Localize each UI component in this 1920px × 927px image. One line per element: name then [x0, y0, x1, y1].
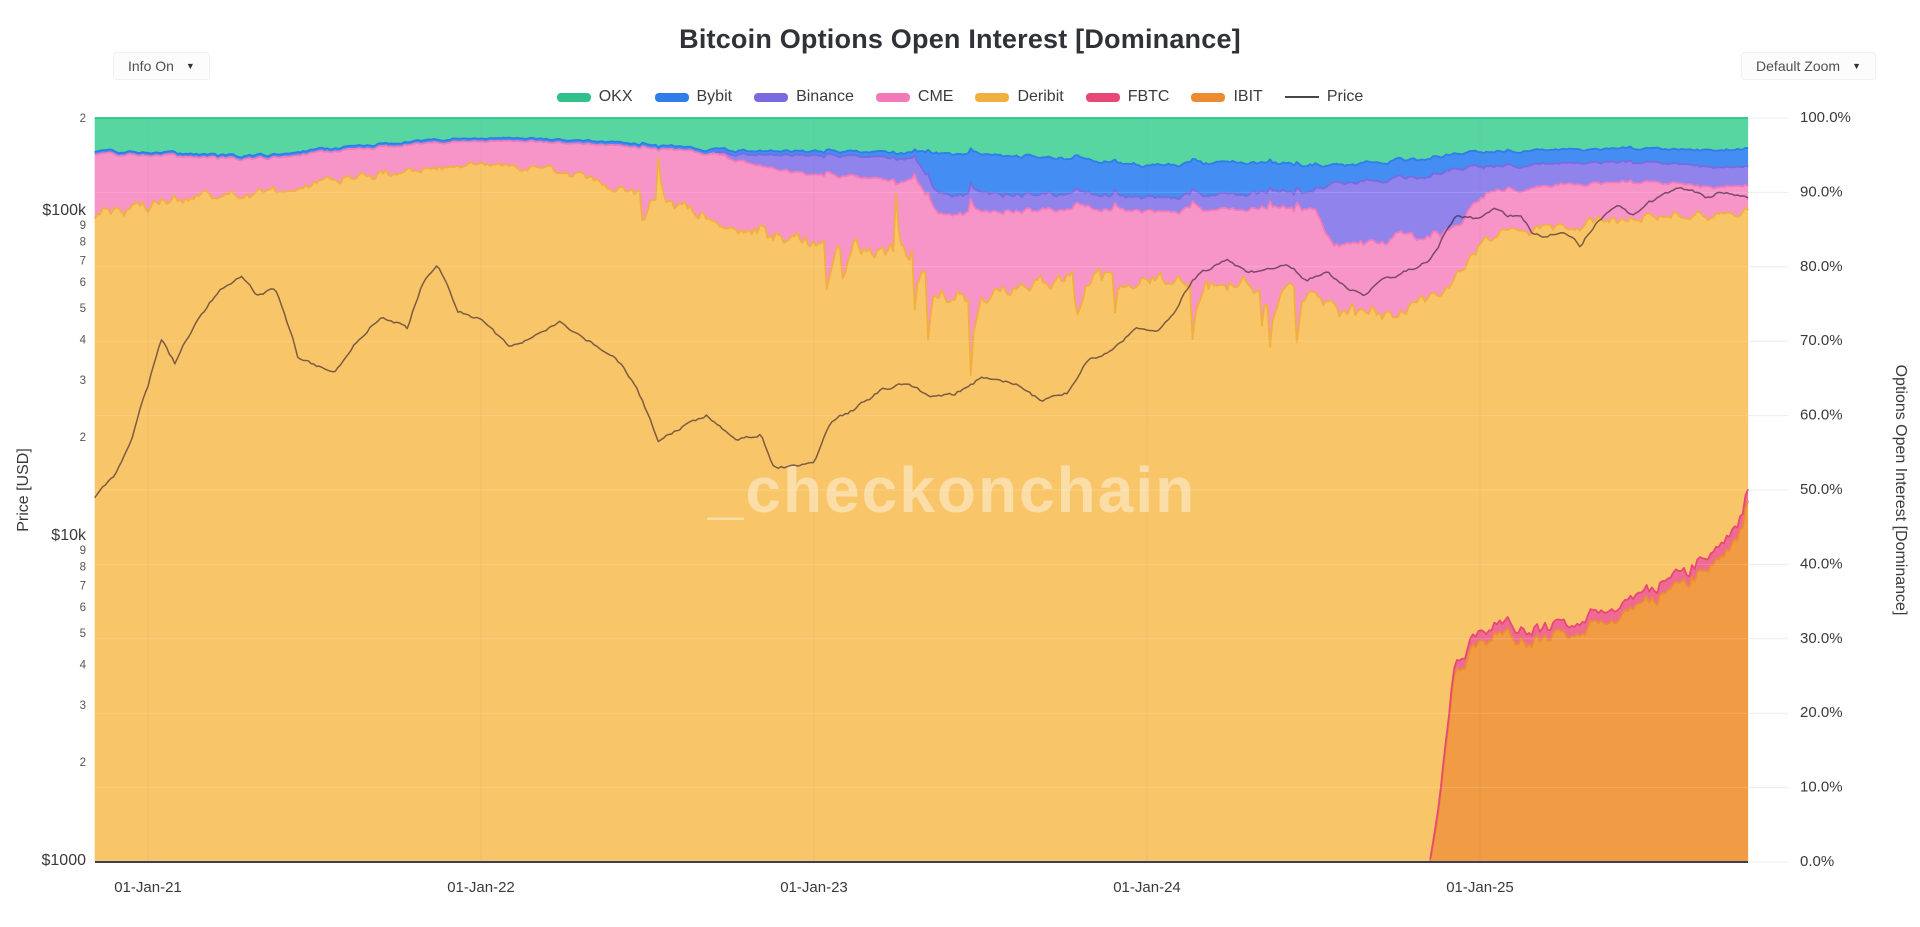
- legend-color-swatch: [875, 92, 910, 102]
- y-right-tick: 40.0%: [1800, 555, 1843, 572]
- y-left-minor-tick: 5: [80, 628, 86, 640]
- y-left-tick: $1000: [42, 852, 87, 869]
- chart-legend: OKX Bybit Binance CME Deribit FBTC IBIT Price: [0, 86, 1920, 108]
- legend-item-price[interactable]: Price: [1284, 88, 1364, 106]
- x-tick: 01-Jan-25: [1446, 879, 1514, 896]
- legend-line-swatch: [1284, 96, 1319, 98]
- legend-color-swatch: [654, 92, 689, 102]
- x-tick: 01-Jan-21: [114, 879, 182, 896]
- y-left-minor-tick: 2: [80, 113, 86, 125]
- y-left-axis-title: Price [USD]: [15, 448, 32, 532]
- legend-item-fbtc[interactable]: FBTC: [1085, 88, 1170, 106]
- band-edge-binance: [714, 150, 1749, 201]
- y-left-minor-tick: 7: [80, 580, 86, 592]
- legend-item-okx[interactable]: OKX: [556, 88, 633, 106]
- y-left-minor-tick: 6: [80, 277, 86, 289]
- band-bybit: [94, 137, 1749, 200]
- y-left-tick: $100k: [42, 202, 87, 219]
- legend-item-ibit[interactable]: IBIT: [1191, 88, 1263, 106]
- legend-item-binance[interactable]: Binance: [754, 88, 854, 106]
- legend-label: IBIT: [1233, 88, 1263, 105]
- band-edge-fbtc: [1429, 488, 1749, 860]
- band-cme: [94, 140, 1749, 376]
- x-tick: 01-Jan-23: [780, 879, 848, 896]
- legend-label: Binance: [796, 88, 854, 105]
- gridlines-overlay: [95, 118, 1748, 862]
- y-right-tick: 0.0%: [1800, 853, 1834, 870]
- y-right-tick: 90.0%: [1800, 183, 1843, 200]
- y-right-tick: 20.0%: [1800, 704, 1843, 721]
- y-left-minor-tick: 7: [80, 255, 86, 267]
- y-left-minor-tick: 4: [80, 659, 87, 671]
- band-okx: [94, 118, 1749, 168]
- chevron-down-icon: ▼: [1852, 61, 1861, 71]
- y-right-axis-title: Options Open Interest [Dominance]: [1892, 365, 1909, 616]
- legend-color-swatch: [975, 92, 1010, 102]
- legend-item-cme[interactable]: CME: [875, 88, 954, 106]
- band-ibit: [94, 500, 1749, 862]
- band-edge-ibit: [1429, 500, 1749, 862]
- band-edge-deribit: [93, 156, 1749, 377]
- y-right-tick: 70.0%: [1800, 332, 1843, 349]
- x-tick: 01-Jan-24: [1113, 879, 1181, 896]
- legend-item-bybit[interactable]: Bybit: [654, 88, 733, 106]
- band-binance: [94, 140, 1749, 247]
- legend-item-deribit[interactable]: Deribit: [975, 88, 1064, 106]
- zoom-dropdown[interactable]: Default Zoom ▼: [1741, 52, 1876, 80]
- info-dropdown-label: Info On: [128, 58, 174, 74]
- legend-label: CME: [917, 88, 954, 105]
- band-edge-bybit: [94, 136, 1749, 169]
- y-left-minor-tick: 4: [80, 334, 87, 346]
- y-left-minor-tick: 6: [80, 602, 86, 614]
- legend-color-swatch: [1191, 92, 1226, 102]
- y-right-tick: 50.0%: [1800, 481, 1843, 498]
- y-right-tick: 10.0%: [1800, 779, 1843, 796]
- y-right-tick: 80.0%: [1800, 258, 1843, 275]
- y-left-minor-tick: 8: [80, 562, 86, 574]
- legend-label: OKX: [598, 88, 633, 105]
- y-left-tick: $10k: [51, 527, 87, 544]
- zoom-dropdown-label: Default Zoom: [1756, 58, 1841, 74]
- y-left-minor-tick: 8: [80, 237, 86, 249]
- chevron-down-icon: ▼: [185, 61, 195, 71]
- x-tick: 01-Jan-22: [447, 879, 515, 896]
- y-right-tick: 60.0%: [1800, 407, 1843, 424]
- y-left-minor-tick: 2: [80, 432, 86, 444]
- page-title: Bitcoin Options Open Interest [Dominance…: [679, 24, 1241, 54]
- legend-label: Deribit: [1017, 88, 1064, 105]
- y-left-minor-tick: 3: [80, 375, 86, 387]
- band-edge-cme: [94, 139, 1749, 248]
- legend-color-swatch: [1085, 92, 1120, 102]
- legend-color-swatch: [556, 92, 591, 102]
- legend-label: Bybit: [696, 88, 733, 105]
- legend-label: Price: [1326, 88, 1364, 105]
- legend-label: FBTC: [1127, 88, 1170, 105]
- y-left-minor-tick: 2: [80, 757, 86, 769]
- y-left-minor-tick: 3: [80, 700, 86, 712]
- y-left-minor-tick: 9: [80, 220, 86, 232]
- y-left-minor-tick: 9: [80, 545, 86, 557]
- y-right-tick: 100.0%: [1800, 109, 1851, 126]
- watermark-text: _checkonchain: [707, 454, 1196, 526]
- legend-color-swatch: [754, 92, 789, 102]
- price-line: [94, 186, 1749, 499]
- y-right-tick: 30.0%: [1800, 630, 1843, 647]
- info-dropdown[interactable]: Info On ▼: [113, 52, 210, 80]
- y-left-minor-tick: 5: [80, 303, 86, 315]
- band-deribit: [94, 157, 1749, 862]
